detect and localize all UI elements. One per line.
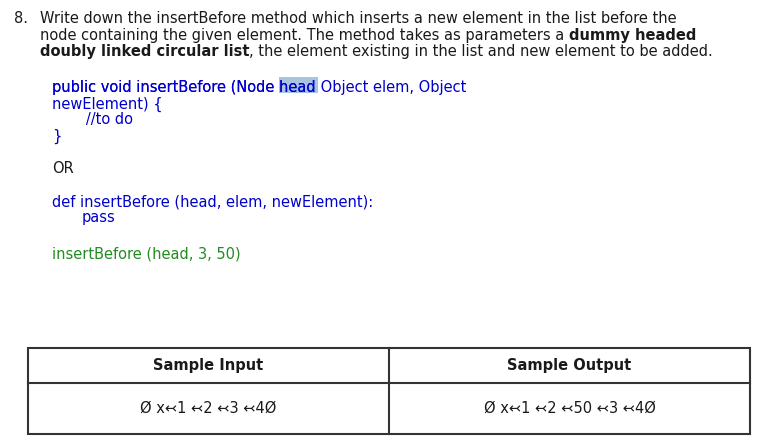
Text: //to do: //to do (72, 112, 133, 127)
Text: Write down the insertBefore method which inserts a new element in the list befor: Write down the insertBefore method which… (40, 11, 677, 26)
Text: public void insertBefore (Node head: public void insertBefore (Node head (52, 80, 316, 95)
Text: 8.: 8. (14, 11, 28, 26)
Text: public void insertBefore (Node head: public void insertBefore (Node head (52, 80, 316, 95)
Text: newElement) {: newElement) { (52, 96, 163, 112)
Bar (28, 348, 750, 434)
Text: Ø x↢1 ↢2 ↢3 ↢4Ø: Ø x↢1 ↢2 ↢3 ↢4Ø (140, 401, 277, 416)
Text: node containing the given element. The method takes as parameters a: node containing the given element. The m… (40, 27, 569, 43)
Text: }: } (52, 128, 61, 143)
Text: Ø x↢1 ↢2 ↢50 ↢3 ↢4Ø: Ø x↢1 ↢2 ↢50 ↢3 ↢4Ø (484, 401, 655, 416)
Text: pass: pass (82, 210, 116, 225)
Text: Object elem, Object: Object elem, Object (316, 80, 466, 95)
Text: OR: OR (52, 161, 74, 177)
Text: insertBefore (head, 3, 50): insertBefore (head, 3, 50) (52, 246, 240, 262)
Text: doubly linked circular list: doubly linked circular list (40, 44, 250, 59)
Text: Sample Output: Sample Output (507, 358, 632, 373)
Text: , the element existing in the list and new element to be added.: , the element existing in the list and n… (250, 44, 713, 59)
Text: def insertBefore (head, elem, newElement):: def insertBefore (head, elem, newElement… (52, 194, 373, 209)
Text: dummy headed: dummy headed (569, 27, 696, 43)
Bar (279, 78, 317, 93)
Text: Sample Input: Sample Input (153, 358, 264, 373)
